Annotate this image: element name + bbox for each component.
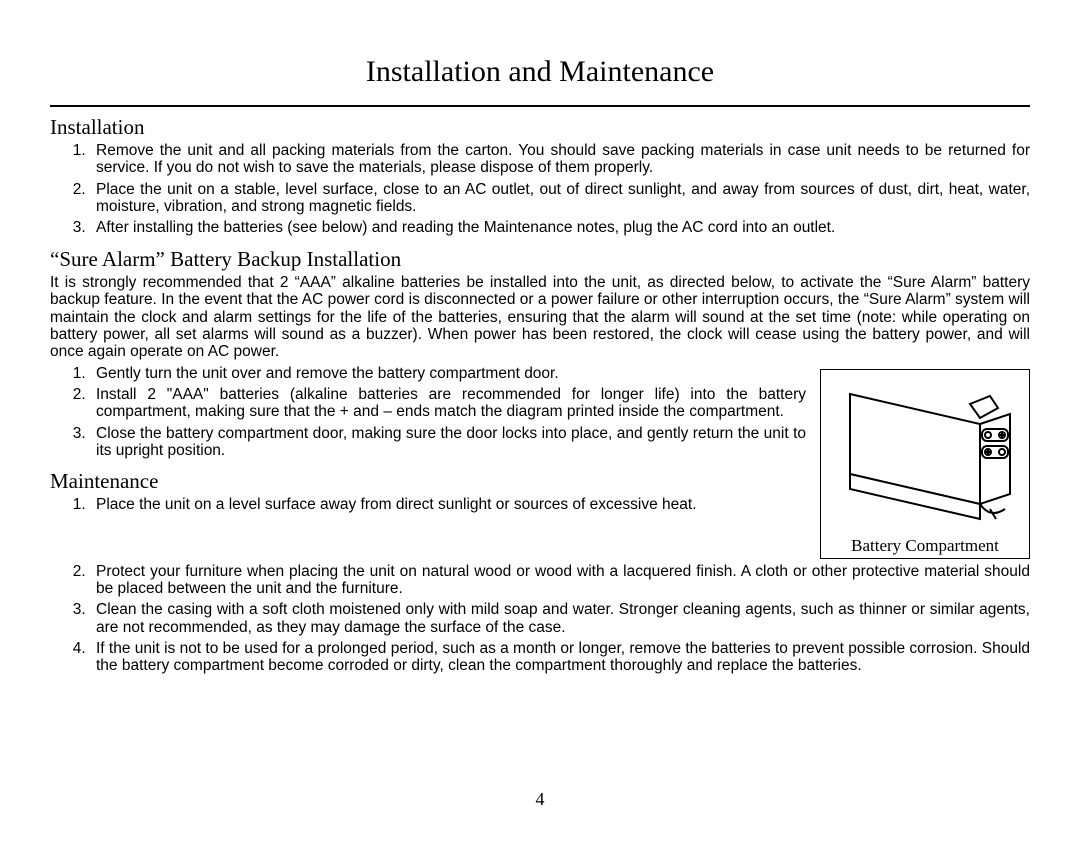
manual-page: Installation and Maintenance Installatio… bbox=[0, 0, 1080, 850]
sure-alarm-list: Gently turn the unit over and remove the… bbox=[50, 365, 840, 460]
list-item: Close the battery compartment door, maki… bbox=[90, 425, 840, 460]
list-item: Place the unit on a level surface away f… bbox=[90, 496, 840, 513]
figure-caption: Battery Compartment bbox=[825, 536, 1025, 556]
list-item: If the unit is not to be used for a prol… bbox=[90, 640, 1030, 675]
list-item: Place the unit on a stable, level surfac… bbox=[90, 181, 1030, 216]
list-item: After installing the batteries (see belo… bbox=[90, 219, 1030, 236]
sure-alarm-intro: It is strongly recommended that 2 “AAA” … bbox=[50, 274, 1030, 361]
battery-compartment-icon bbox=[830, 374, 1020, 534]
battery-compartment-figure: Battery Compartment bbox=[820, 369, 1030, 559]
list-item: Gently turn the unit over and remove the… bbox=[90, 365, 840, 382]
page-title: Installation and Maintenance bbox=[50, 55, 1030, 95]
installation-heading: Installation bbox=[50, 115, 1030, 140]
maintenance-list-b: Protect your furniture when placing the … bbox=[50, 563, 1030, 675]
maintenance-list-a: Place the unit on a level surface away f… bbox=[50, 496, 840, 513]
installation-list: Remove the unit and all packing material… bbox=[50, 142, 1030, 237]
sure-alarm-heading: “Sure Alarm” Battery Backup Installation bbox=[50, 247, 1030, 272]
list-item: Protect your furniture when placing the … bbox=[90, 563, 1030, 598]
list-item: Install 2 "AAA" batteries (alkaline batt… bbox=[90, 386, 840, 421]
page-number: 4 bbox=[0, 789, 1080, 810]
title-rule bbox=[50, 105, 1030, 107]
list-item: Clean the casing with a soft cloth moist… bbox=[90, 601, 1030, 636]
battery-block: Battery Compartment Gently turn the unit… bbox=[50, 365, 1030, 563]
list-item: Remove the unit and all packing material… bbox=[90, 142, 1030, 177]
